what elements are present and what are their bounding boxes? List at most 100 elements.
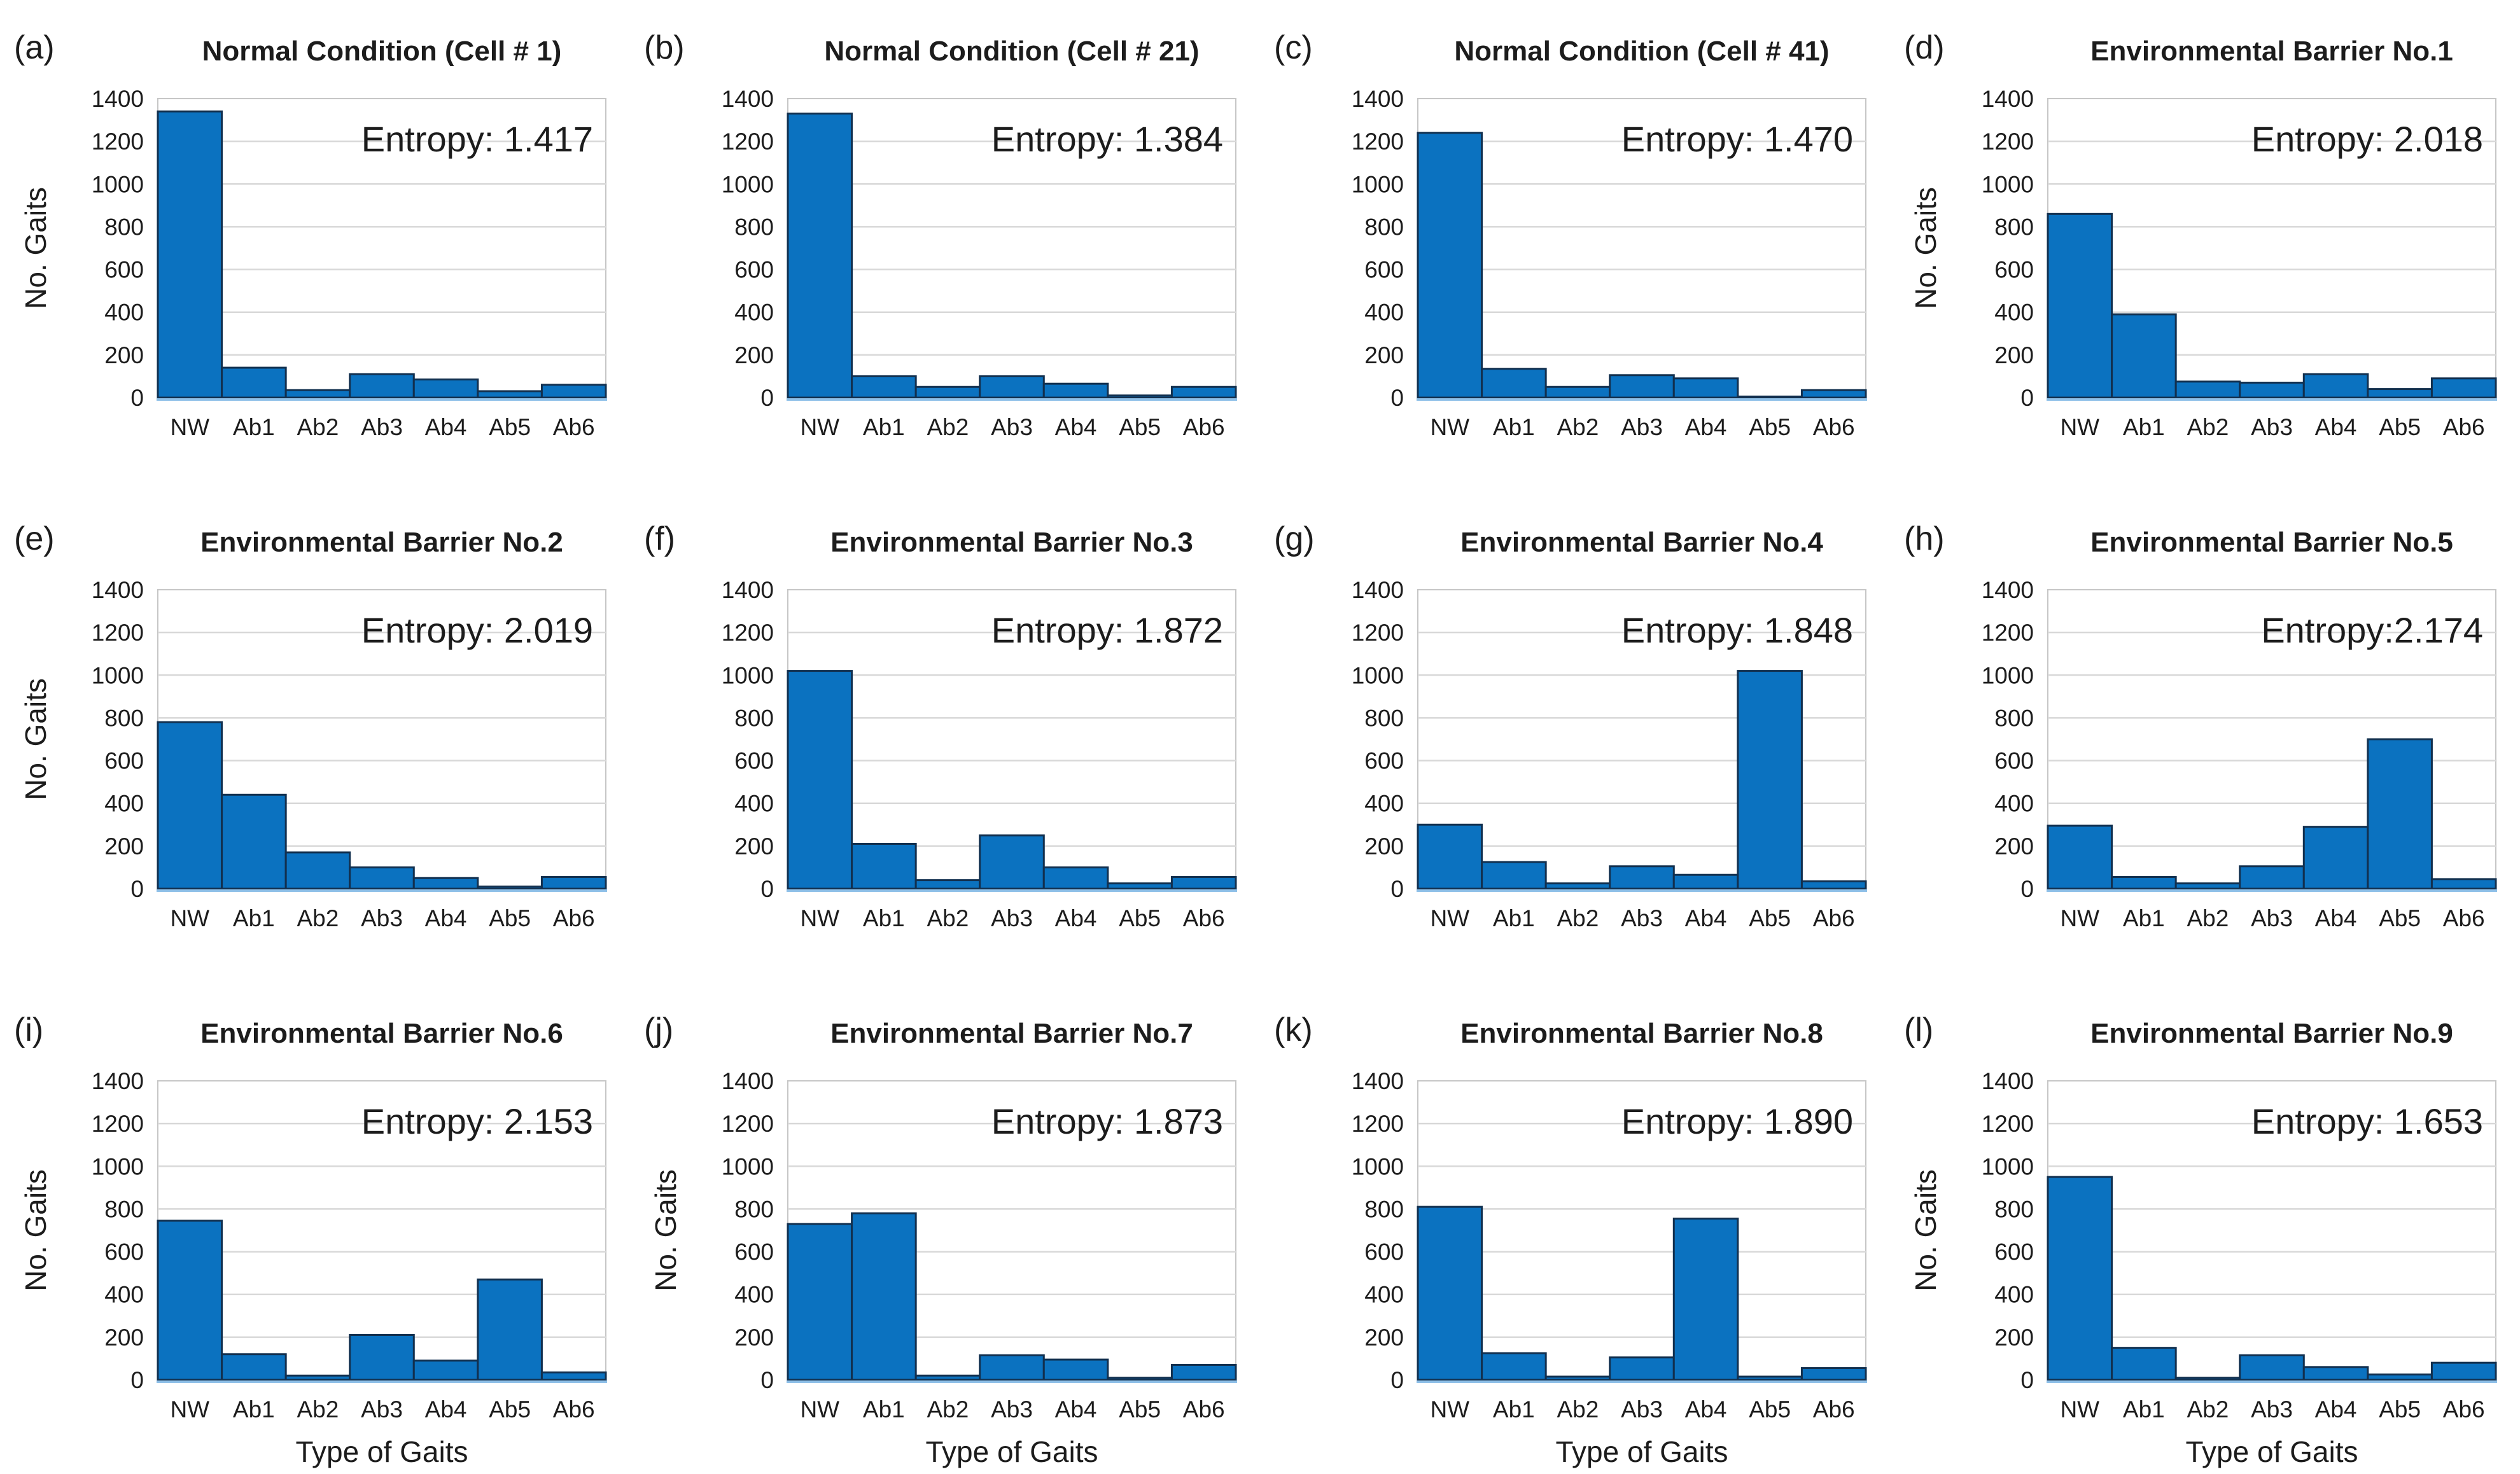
bar-ab2: [2174, 380, 2241, 399]
bar-ab1: [2111, 313, 2177, 399]
bar-ab6: [540, 1371, 607, 1381]
y-tick-label: 600: [104, 1239, 144, 1265]
y-tick-label: 400: [104, 1282, 144, 1308]
bar-nw: [2047, 212, 2113, 399]
bar-nw: [157, 110, 223, 399]
y-tick-label: 0: [130, 385, 144, 411]
y-tick-label: 1000: [1982, 662, 2034, 688]
bar-ab4: [1042, 382, 1109, 399]
bar-ab2: [1544, 386, 1611, 399]
y-tick-label: 400: [1994, 1282, 2034, 1308]
bar-ab3: [349, 373, 415, 399]
chart-canvas: 0 200 400 600 800 1000 1200 1400 NW Ab1 Ab2 Ab3 Ab4 A…: [1274, 1012, 1867, 1468]
y-tick-label: 800: [1364, 705, 1404, 731]
plot-area: [787, 98, 1236, 398]
y-tick-label: 400: [104, 791, 144, 817]
y-axis-label: No. Gaits: [19, 1169, 52, 1291]
chart-title: Environmental Barrier No.9: [2090, 1018, 2453, 1049]
bar-nw: [787, 1223, 853, 1381]
chart-title: Environmental Barrier No.2: [200, 527, 563, 558]
y-tick-label: 600: [1364, 1239, 1404, 1265]
y-tick-label: 400: [1364, 300, 1404, 326]
panel-letter: (f): [644, 520, 675, 557]
y-tick-label: 0: [1390, 385, 1404, 411]
x-tick-label: Ab4: [1685, 414, 1727, 440]
x-tick-label: Ab1: [863, 905, 905, 931]
bar-ab1: [2111, 1347, 2177, 1381]
y-tick-label: 1400: [722, 1068, 774, 1094]
y-tick-label: 200: [1994, 1325, 2034, 1351]
chart-title: Environmental Barrier No.4: [1460, 527, 1823, 558]
y-tick-label: 200: [104, 1325, 144, 1351]
chart-title: Environmental Barrier No.7: [830, 1018, 1193, 1049]
x-tick-label: NW: [1430, 905, 1469, 931]
bar-ab5: [477, 1278, 543, 1381]
y-tick-label: 800: [104, 214, 144, 240]
y-tick-label: 1000: [1352, 662, 1404, 688]
chart-title: Environmental Barrier No.1: [2090, 36, 2453, 67]
x-tick-label: Ab6: [2443, 905, 2485, 931]
bar-ab4: [412, 877, 479, 890]
chart-panel-f: 0 200 400 600 800 1000 1200 1400 NW Ab1 Ab2 Ab3 Ab4 A…: [630, 491, 1260, 982]
bar-ab4: [412, 378, 479, 399]
x-tick-label: Ab2: [1557, 414, 1599, 440]
x-tick-label: NW: [2060, 414, 2099, 440]
entropy-label: Entropy: 2.018: [2251, 119, 2483, 159]
x-tick-label: Ab2: [297, 414, 339, 440]
bar-ab1: [1481, 861, 1547, 890]
y-tick-label: 1200: [722, 620, 774, 646]
y-tick-label: 1200: [722, 1111, 774, 1137]
x-tick-label: Ab1: [2123, 905, 2165, 931]
x-tick-label: Ab2: [927, 1396, 969, 1422]
y-tick-label: 1200: [1982, 129, 2034, 155]
y-tick-label: 600: [734, 1239, 774, 1265]
x-tick-label: Ab5: [489, 1396, 531, 1422]
y-tick-label: 200: [104, 342, 144, 368]
entropy-label: Entropy: 1.384: [991, 119, 1223, 159]
chart-canvas: 0 200 400 600 800 1000 1200 1400 NW Ab1 Ab2 Ab3 Ab4 A…: [1904, 29, 2497, 440]
x-tick-label: Ab5: [489, 414, 531, 440]
x-tick-label: Ab5: [1119, 1396, 1161, 1422]
y-tick-label: 800: [1994, 705, 2034, 731]
x-tick-label: Ab1: [1493, 414, 1535, 440]
chart-panel-g: 0 200 400 600 800 1000 1200 1400 NW Ab1 Ab2 Ab3 Ab4 A…: [1260, 491, 1890, 982]
x-tick-label: Ab3: [1621, 414, 1663, 440]
bar-ab4: [1672, 1218, 1739, 1381]
bar-ab3: [349, 1334, 415, 1381]
x-tick-label: Ab5: [2379, 414, 2421, 440]
bar-ab5: [1107, 882, 1173, 890]
panel-letter: (e): [14, 520, 55, 557]
y-tick-label: 800: [1364, 214, 1404, 240]
y-tick-label: 1200: [92, 129, 144, 155]
bar-ab5: [2367, 1373, 2433, 1381]
entropy-label: Entropy: 1.470: [1621, 119, 1853, 159]
bar-ab6: [2430, 377, 2497, 399]
x-tick-label: Ab3: [1621, 1396, 1663, 1422]
x-tick-label: Ab1: [2123, 1396, 2165, 1422]
x-tick-label: Ab5: [1749, 1396, 1791, 1422]
y-tick-label: 1400: [1352, 577, 1404, 603]
bar-ab1: [851, 843, 917, 890]
bar-ab6: [1800, 1367, 1867, 1381]
x-tick-label: Ab6: [2443, 1396, 2485, 1422]
y-tick-label: 1000: [722, 1153, 774, 1179]
y-tick-label: 1400: [1982, 577, 2034, 603]
plot-area: [157, 98, 606, 398]
y-tick-label: 1200: [722, 129, 774, 155]
x-tick-label: Ab2: [927, 414, 969, 440]
x-tick-label: NW: [170, 905, 209, 931]
bar-ab6: [540, 876, 607, 890]
chart-canvas: 0 200 400 600 800 1000 1200 1400 NW Ab1 Ab2 Ab3 Ab4 A…: [644, 520, 1237, 931]
x-tick-label: Ab6: [553, 905, 595, 931]
x-tick-label: Ab1: [1493, 1396, 1535, 1422]
entropy-label: Entropy: 1.890: [1621, 1101, 1853, 1141]
x-tick-label: Ab2: [1557, 905, 1599, 931]
y-tick-label: 1400: [722, 577, 774, 603]
x-tick-label: Ab3: [2251, 905, 2293, 931]
panel-letter: (c): [1274, 29, 1313, 66]
x-tick-label: Ab3: [991, 1396, 1033, 1422]
chart-canvas: 0 200 400 600 800 1000 1200 1400 NW Ab1 Ab2 Ab3 Ab4 A…: [1274, 29, 1867, 440]
x-tick-label: NW: [800, 905, 839, 931]
y-tick-label: 800: [104, 1196, 144, 1222]
